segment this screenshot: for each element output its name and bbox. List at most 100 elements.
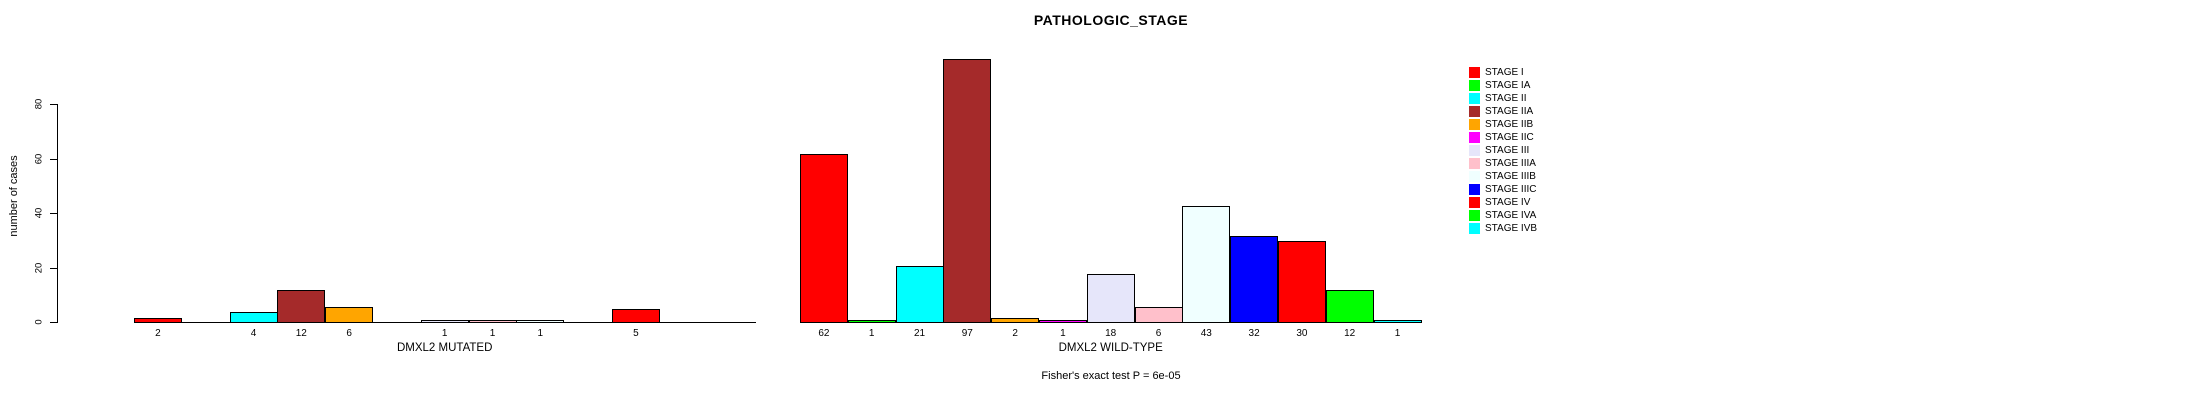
y-axis-line	[57, 104, 58, 323]
bar-value-label: 5	[633, 328, 639, 339]
y-tick	[50, 104, 57, 105]
legend-swatch	[1469, 132, 1480, 143]
legend-label: STAGE IV	[1485, 197, 1531, 208]
bar	[1278, 241, 1326, 323]
fisher-test-annotation: Fisher's exact test P = 6e-05	[1041, 370, 1181, 382]
wildtype-panel: 62 1 21 97 2 1 18 6 43 32 30 12 1 DMXL2 WILD-TYPE	[800, 0, 1422, 400]
y-tick-label: 80	[33, 98, 45, 110]
legend-label: STAGE IVA	[1485, 210, 1537, 221]
legend-swatch	[1469, 158, 1480, 169]
bar	[800, 154, 848, 323]
bar	[1135, 307, 1183, 323]
legend-label: STAGE IIIC	[1485, 184, 1537, 195]
x-axis-title: DMXL2 WILD-TYPE	[1058, 342, 1163, 354]
legend-swatch	[1469, 197, 1480, 208]
bar	[612, 309, 660, 323]
bar	[1039, 320, 1087, 323]
bar-value-label: 18	[1105, 328, 1117, 339]
legend-swatch	[1469, 171, 1480, 182]
legend-label: STAGE III	[1485, 145, 1530, 156]
legend-label: STAGE IIB	[1485, 119, 1534, 130]
y-tick	[50, 268, 57, 269]
bar-value-label: 43	[1200, 328, 1212, 339]
chart-title: PATHOLOGIC_STAGE	[1033, 12, 1189, 28]
bar-value-label: 6	[1155, 328, 1162, 339]
bar-value-label: 1	[441, 328, 448, 339]
legend-item: STAGE IIIB	[1469, 170, 1537, 183]
bar-value-label: 1	[537, 328, 544, 339]
legend-swatch	[1469, 223, 1480, 234]
legend-item: STAGE IIIA	[1469, 157, 1537, 170]
legend-label: STAGE IIA	[1485, 106, 1534, 117]
legend-item: STAGE III	[1469, 144, 1537, 157]
bar	[848, 320, 896, 323]
legend-item: STAGE IVB	[1469, 222, 1537, 235]
bar	[943, 59, 991, 323]
bar-value-label: 1	[489, 328, 496, 339]
y-tick	[50, 159, 57, 160]
bar	[469, 320, 517, 323]
bar	[516, 320, 564, 323]
y-tick	[50, 213, 57, 214]
y-tick	[50, 322, 57, 323]
legend-item: STAGE IIA	[1469, 105, 1537, 118]
legend-item: STAGE I	[1469, 66, 1537, 79]
legend-swatch	[1469, 119, 1480, 130]
bar-value-label: 4	[250, 328, 257, 339]
bar	[1326, 290, 1374, 323]
bar-value-label: 62	[818, 328, 830, 339]
legend-item: STAGE IIC	[1469, 131, 1537, 144]
legend-swatch	[1469, 106, 1480, 117]
legend-swatch	[1469, 80, 1480, 91]
mutated-panel: 2 4 12 6 1 1 1 5 DMXL2 MUTATED	[134, 0, 756, 400]
bar-value-label: 2	[155, 328, 161, 339]
bar-value-label: 1	[868, 328, 875, 339]
legend-swatch	[1469, 145, 1480, 156]
legend-label: STAGE IIC	[1485, 132, 1534, 143]
legend-label: STAGE IVB	[1485, 223, 1538, 234]
legend-label: STAGE IIIB	[1485, 171, 1536, 182]
bar	[991, 318, 1039, 323]
legend-item: STAGE IVA	[1469, 209, 1537, 222]
bar	[230, 312, 278, 323]
legend-swatch	[1469, 93, 1480, 104]
y-tick-label: 20	[33, 262, 45, 274]
bar-value-label: 2	[1012, 328, 1018, 339]
bar	[1182, 206, 1230, 323]
legend-swatch	[1469, 210, 1480, 221]
legend-label: STAGE I	[1485, 67, 1524, 78]
y-tick-label: 60	[33, 153, 45, 165]
legend-label: STAGE IIIA	[1485, 158, 1536, 169]
bar-value-label: 1	[1394, 328, 1401, 339]
bar-value-label: 21	[913, 328, 926, 339]
y-tick-label: 40	[33, 207, 45, 219]
legend-item: STAGE IA	[1469, 79, 1537, 92]
bar-value-label: 1	[1060, 328, 1066, 339]
legend-item: STAGE IV	[1469, 196, 1537, 209]
y-tick-label: 0	[33, 319, 45, 325]
legend-label: STAGE II	[1485, 93, 1527, 104]
legend-swatch	[1469, 184, 1480, 195]
bar	[421, 320, 469, 323]
legend: STAGE I STAGE IA STAGE II STAGE IIA STAGE II…	[1469, 66, 1537, 235]
bar-value-label: 97	[961, 328, 973, 339]
legend-swatch	[1469, 67, 1480, 78]
bar	[134, 318, 182, 323]
bar	[277, 290, 325, 323]
bar-value-label: 12	[295, 328, 307, 339]
bar-value-label: 6	[346, 328, 352, 339]
bar	[1230, 236, 1278, 323]
bar-value-label: 12	[1344, 328, 1356, 339]
bar	[896, 266, 944, 323]
bar	[1374, 320, 1422, 323]
bar	[1087, 274, 1135, 323]
y-axis-label: number of cases	[8, 155, 20, 237]
legend-item: STAGE IIB	[1469, 118, 1537, 131]
bar	[325, 307, 373, 323]
bar-value-label: 30	[1296, 328, 1308, 339]
legend-label: STAGE IA	[1485, 80, 1531, 91]
bar-value-label: 32	[1248, 328, 1260, 339]
legend-item: STAGE II	[1469, 92, 1537, 105]
x-axis-title: DMXL2 MUTATED	[396, 342, 493, 354]
